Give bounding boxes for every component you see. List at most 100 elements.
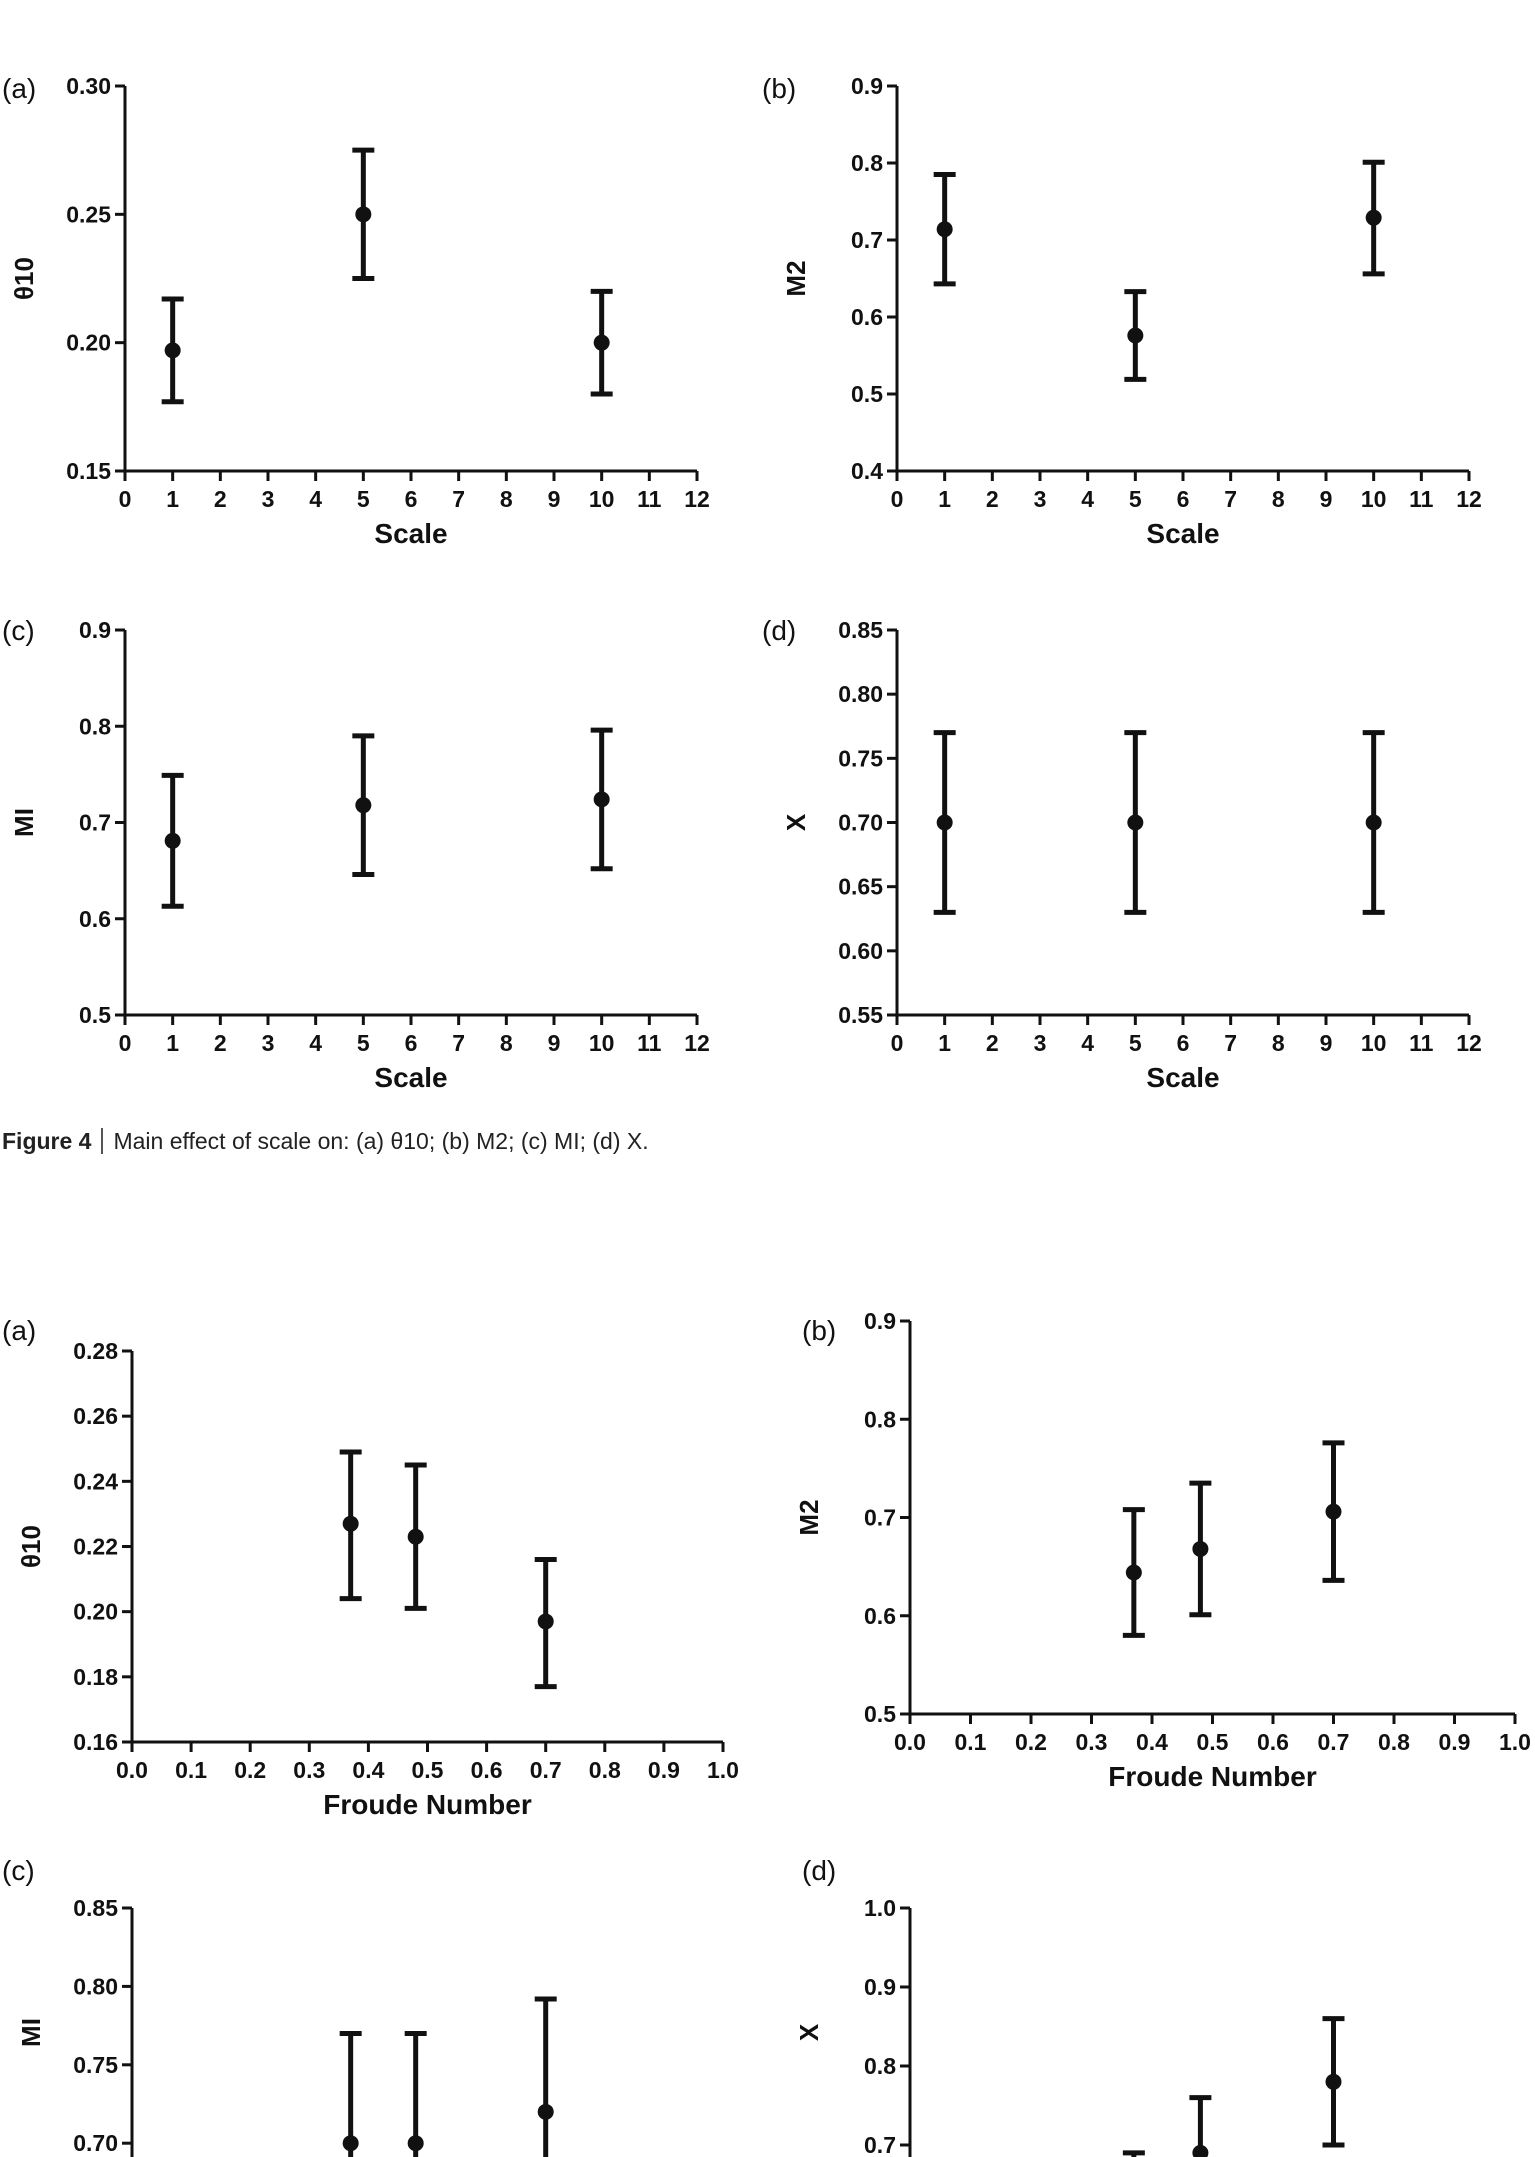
panel2-x-tick-label: 0 [891, 486, 904, 512]
panel2-x-tick-label: 11 [1409, 486, 1434, 512]
panel5-x-tick-label: 0.0 [116, 1757, 148, 1783]
panel4-y-tick-label: 0.75 [838, 745, 883, 771]
panel1-y-tick-label: 0.20 [66, 330, 111, 356]
panel5-x-tick-label: 0.6 [471, 1757, 503, 1783]
panel1-data-point [593, 334, 610, 351]
panel4-x-tick-label: 5 [1129, 1030, 1142, 1056]
panel5-y-tick-label: 0.16 [73, 1729, 118, 1755]
panel6-x-tick-label: 0.3 [1076, 1729, 1108, 1755]
panel3-x-tick-label: 4 [309, 1030, 322, 1056]
panel6-x-tick-label: 0.0 [894, 1729, 926, 1755]
panel5-x-tick-label: 0.7 [530, 1757, 562, 1783]
panel8-data-point [1192, 2144, 1209, 2157]
panel3-y-tick-label: 0.9 [79, 617, 111, 643]
panel7-y-axis-title: MI [16, 2018, 46, 2047]
panel1-x-tick-label: 3 [262, 486, 275, 512]
panel5-x-tick-label: 0.2 [234, 1757, 266, 1783]
panel2-x-tick-label: 6 [1177, 486, 1190, 512]
panel1-x-tick-label: 5 [357, 486, 370, 512]
panel3-label: (c) [2, 615, 35, 646]
panel5-data-point [342, 1515, 359, 1532]
panel4-y-tick-label: 0.55 [838, 1002, 883, 1028]
panel1-x-tick-label: 10 [589, 486, 615, 512]
panel4-x-tick-label: 12 [1456, 1030, 1482, 1056]
panel5-y-tick-label: 0.22 [73, 1534, 118, 1560]
panel4-y-tick-label: 0.70 [838, 810, 883, 836]
panel3-y-axis-title: MI [9, 808, 39, 837]
figure-caption: Figure 4 Main effect of scale on: (a) θ10… [2, 1128, 649, 1155]
panel5-data-point [407, 1528, 424, 1545]
panel1-y-tick-label: 0.15 [66, 458, 111, 484]
panel3-x-tick-label: 6 [405, 1030, 418, 1056]
panel6-label: (b) [802, 1315, 836, 1346]
panel4-data-point [1365, 814, 1382, 831]
panel8-y-axis-title: X [794, 2023, 824, 2041]
panel6-x-tick-label: 0.5 [1197, 1729, 1229, 1755]
panel6-x-tick-label: 0.7 [1318, 1729, 1350, 1755]
panel7-label: (c) [2, 1855, 35, 1886]
panel2-x-tick-label: 12 [1456, 486, 1482, 512]
panel5-x-tick-label: 0.3 [293, 1757, 325, 1783]
panel1-x-tick-label: 7 [452, 486, 465, 512]
panel4-x-tick-label: 3 [1034, 1030, 1047, 1056]
panel5-y-tick-label: 0.26 [73, 1403, 118, 1429]
panel8-label: (d) [802, 1855, 836, 1886]
panel4-y-tick-label: 0.80 [838, 681, 883, 707]
panel3-y-tick-label: 0.6 [79, 906, 111, 932]
panel6-x-tick-label: 0.1 [955, 1729, 987, 1755]
panel6-x-tick-label: 0.9 [1439, 1729, 1471, 1755]
panel3-x-tick-label: 3 [262, 1030, 275, 1056]
panel3-x-axis-title: Scale [374, 1062, 447, 1093]
panel6-y-tick-label: 0.7 [864, 1505, 896, 1531]
panel6-data-point [1325, 1503, 1342, 1520]
panel3-data-point [593, 791, 610, 808]
panel2-y-tick-label: 0.5 [851, 381, 883, 407]
panel2-x-tick-label: 2 [986, 486, 999, 512]
panel3-data-point [355, 797, 372, 814]
panel6-x-tick-label: 0.4 [1136, 1729, 1168, 1755]
panel6-data-point [1125, 1564, 1142, 1581]
panel8-y-tick-label: 0.9 [864, 1974, 896, 2000]
panel3-data-point [164, 832, 181, 849]
panel2-x-tick-label: 7 [1224, 486, 1237, 512]
panel4-x-tick-label: 6 [1177, 1030, 1190, 1056]
panel1-y-tick-label: 0.30 [66, 73, 111, 99]
panel4-data-point [1127, 814, 1144, 831]
panel1-x-tick-label: 11 [637, 486, 662, 512]
panel7-y-tick-label: 0.75 [73, 2052, 118, 2078]
panel5-x-tick-label: 1.0 [707, 1757, 739, 1783]
panel2-data-point [1365, 209, 1382, 226]
panel6-x-axis-title: Froude Number [1108, 1761, 1317, 1792]
panel1-data-point [355, 206, 372, 223]
panel4-y-tick-label: 0.65 [838, 874, 883, 900]
panel2-x-tick-label: 3 [1034, 486, 1047, 512]
panel2-data-point [936, 221, 953, 238]
panel4-y-axis-title: X [781, 813, 811, 831]
panel3-x-tick-label: 7 [452, 1030, 465, 1056]
panel2-y-tick-label: 0.8 [851, 150, 883, 176]
panel2-x-tick-label: 9 [1320, 486, 1333, 512]
panel1-y-axis-title: θ10 [9, 257, 39, 300]
panel5-y-axis-title: θ10 [16, 1525, 46, 1568]
panel3-x-tick-label: 0 [119, 1030, 132, 1056]
panel6-y-tick-label: 0.6 [864, 1603, 896, 1629]
panel6-x-tick-label: 1.0 [1499, 1729, 1531, 1755]
panel4-data-point [936, 814, 953, 831]
panel2-y-tick-label: 0.7 [851, 227, 883, 253]
panel4-x-tick-label: 11 [1409, 1030, 1434, 1056]
panel2-y-tick-label: 0.4 [851, 458, 883, 484]
panel5-label: (a) [2, 1315, 36, 1346]
panel1-x-tick-label: 8 [500, 486, 513, 512]
panel2-x-tick-label: 8 [1272, 486, 1285, 512]
panel8-y-tick-label: 1.0 [864, 1895, 896, 1921]
panel7-y-tick-label: 0.85 [73, 1895, 118, 1921]
panel5-x-tick-label: 0.9 [648, 1757, 680, 1783]
panel3-x-tick-label: 8 [500, 1030, 513, 1056]
panel2-x-axis-title: Scale [1146, 518, 1219, 549]
panel1-label: (a) [2, 73, 36, 104]
panel2-x-tick-label: 10 [1361, 486, 1387, 512]
panel6-y-tick-label: 0.5 [864, 1701, 896, 1727]
panel2-x-tick-label: 5 [1129, 486, 1142, 512]
panel4-y-tick-label: 0.85 [838, 617, 883, 643]
caption-separator [101, 1128, 104, 1154]
